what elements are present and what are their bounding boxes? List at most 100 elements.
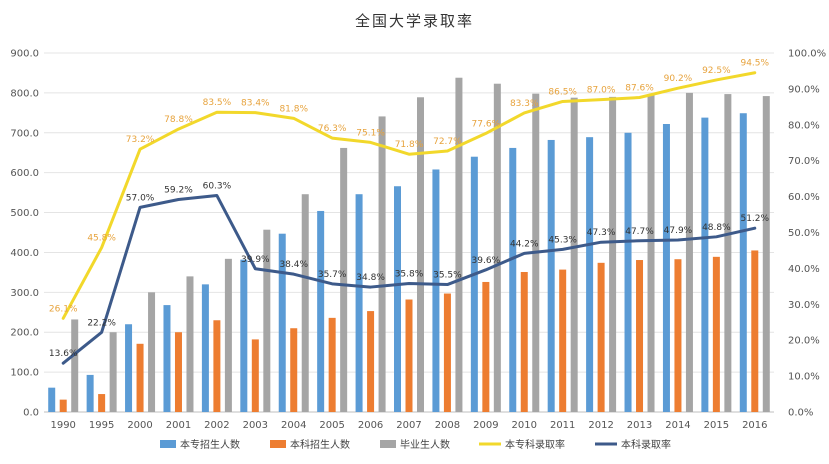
bar-1 xyxy=(59,399,67,412)
data-label: 83.5% xyxy=(203,98,232,108)
bar-1 xyxy=(597,262,605,412)
data-label: 60.3% xyxy=(203,182,232,192)
bar-0 xyxy=(701,117,709,413)
data-label: 73.2% xyxy=(126,135,155,145)
data-label: 87.6% xyxy=(625,84,654,94)
bar-2 xyxy=(647,94,655,412)
bar-2 xyxy=(378,116,386,412)
bar-1 xyxy=(98,394,106,412)
data-label: 72.7% xyxy=(433,137,462,147)
data-label: 92.5% xyxy=(702,66,731,76)
bar-2 xyxy=(71,319,79,412)
y-right-tick-label: 10.0% xyxy=(788,372,820,383)
line-series-0 xyxy=(61,71,757,320)
bar-0 xyxy=(355,194,363,412)
x-tick-label: 2009 xyxy=(473,420,498,431)
bar-2 xyxy=(109,332,117,412)
bar-2 xyxy=(186,276,194,412)
y-left-tick-label: 500.0 xyxy=(10,208,39,219)
bar-0 xyxy=(547,139,555,413)
bar-1 xyxy=(751,250,759,412)
legend-swatch xyxy=(380,440,396,448)
bar-2 xyxy=(224,258,232,412)
x-tick-label: 2002 xyxy=(204,420,229,431)
bar-1 xyxy=(136,343,144,412)
data-label: 51.2% xyxy=(740,214,769,224)
data-label: 47.9% xyxy=(664,226,693,236)
bar-0 xyxy=(394,186,401,412)
bar-0 xyxy=(278,233,286,412)
data-label: 26.1% xyxy=(49,304,78,314)
y-right-tick-label: 60.0% xyxy=(788,192,820,203)
bar-1 xyxy=(405,299,413,412)
data-label: 57.0% xyxy=(126,193,155,203)
bar-2 xyxy=(493,83,501,412)
bar-0 xyxy=(86,374,94,412)
x-tick-label: 2015 xyxy=(704,420,729,431)
legend-label: 本科录取率 xyxy=(621,438,671,451)
bar-2 xyxy=(609,96,617,412)
y-left-tick-label: 400.0 xyxy=(10,248,39,259)
y-right-tick-label: 100.0% xyxy=(788,49,826,60)
legend-label: 本专招生人数 xyxy=(180,438,240,451)
x-tick-label: 2014 xyxy=(665,420,690,431)
y-left-tick-label: 900.0 xyxy=(10,49,39,60)
y-left-tick-label: 0.0 xyxy=(23,408,39,419)
data-label: 39.6% xyxy=(472,256,501,266)
y-right-tick-label: 20.0% xyxy=(788,336,820,347)
data-label: 78.8% xyxy=(164,115,193,125)
y-left-tick-label: 700.0 xyxy=(10,128,39,139)
x-tick-label: 2000 xyxy=(127,420,152,431)
x-tick-label: 2006 xyxy=(358,420,383,431)
bar-1 xyxy=(367,311,375,412)
bar-1 xyxy=(559,269,567,412)
bar-1 xyxy=(251,339,259,412)
bar-1 xyxy=(290,328,298,412)
x-tick-label: 2013 xyxy=(627,420,652,431)
bar-2 xyxy=(762,96,770,412)
bar-1 xyxy=(174,332,182,412)
bar-2 xyxy=(263,229,271,412)
bar-1 xyxy=(712,256,720,412)
data-label: 48.8% xyxy=(702,223,731,233)
x-tick-label: 1990 xyxy=(50,420,75,431)
y-right-tick-label: 80.0% xyxy=(788,120,820,131)
bar-1 xyxy=(443,293,451,412)
data-label: 90.2% xyxy=(664,74,693,84)
bar-2 xyxy=(340,147,348,413)
data-label: 71.8% xyxy=(395,140,424,150)
x-tick-label: 2007 xyxy=(396,420,421,431)
bar-2 xyxy=(570,97,578,413)
bar-1 xyxy=(482,281,490,412)
data-label: 83.3% xyxy=(510,99,539,109)
y-right-tick-label: 30.0% xyxy=(788,300,820,311)
y-left-tick-label: 100.0 xyxy=(10,368,39,379)
chart-title: 全国大学录取率 xyxy=(354,12,474,30)
data-label: 59.2% xyxy=(164,185,193,195)
data-label: 35.5% xyxy=(433,271,462,281)
data-label: 86.5% xyxy=(548,87,577,97)
data-label: 83.4% xyxy=(241,99,270,109)
data-label: 81.8% xyxy=(279,104,308,114)
data-label: 44.2% xyxy=(510,239,539,249)
data-label: 35.8% xyxy=(395,269,424,279)
data-label: 75.1% xyxy=(356,128,385,138)
data-label: 13.6% xyxy=(49,349,78,359)
data-label: 22.2% xyxy=(87,318,116,328)
y-right-tick-label: 0.0% xyxy=(788,408,813,419)
bar-0 xyxy=(432,169,440,412)
y-right-tick-label: 50.0% xyxy=(788,228,820,239)
bar-0 xyxy=(125,324,133,412)
bar-0 xyxy=(201,284,209,412)
x-tick-label: 2005 xyxy=(319,420,344,431)
bar-0 xyxy=(163,305,171,412)
x-tick-label: 2011 xyxy=(550,420,575,431)
legend-swatch xyxy=(270,440,286,448)
bar-1 xyxy=(328,317,336,412)
y-left-tick-label: 600.0 xyxy=(10,168,39,179)
bar-0 xyxy=(662,124,670,412)
y-left-tick-label: 800.0 xyxy=(10,88,39,99)
bar-2 xyxy=(148,292,156,412)
bar-2 xyxy=(301,194,309,412)
